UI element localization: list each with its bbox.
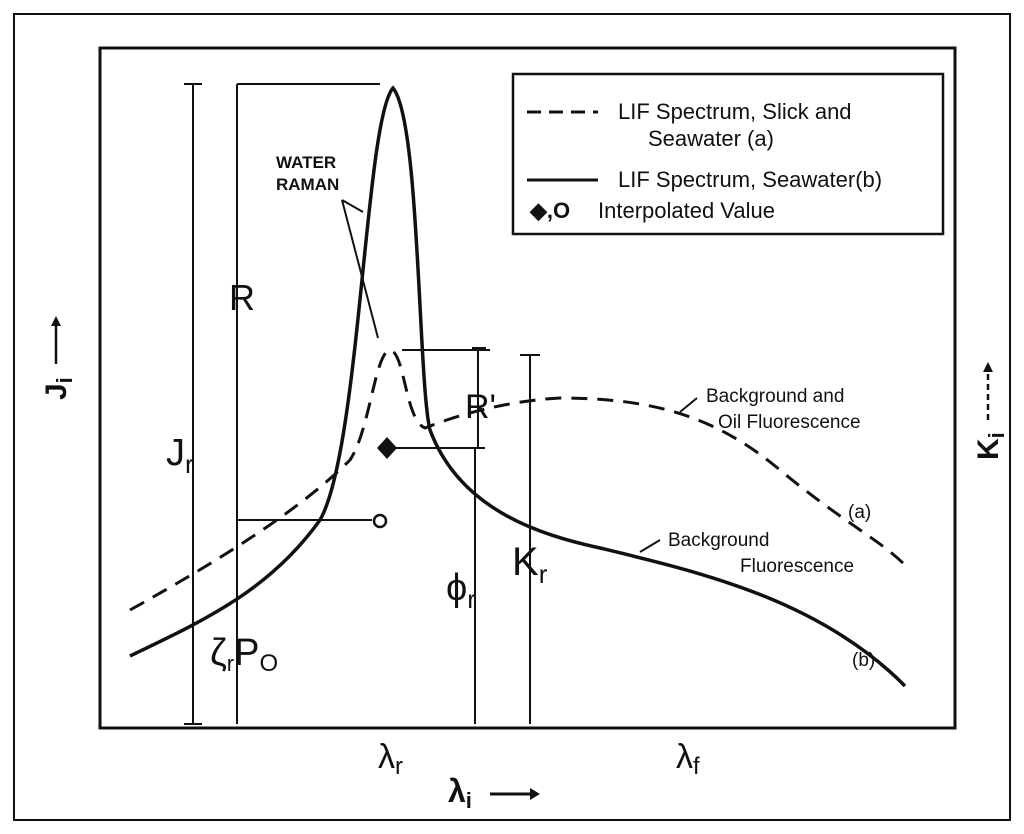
- interpolated-diamond-marker: [377, 437, 397, 459]
- x-axis-label: λi: [448, 773, 540, 813]
- jr-label-sub: r: [185, 449, 194, 479]
- bg-oil-leader: [679, 397, 698, 413]
- x-main: λ: [448, 773, 466, 809]
- x-sub: i: [466, 788, 472, 813]
- bg-label-line1: Background: [668, 530, 769, 551]
- curve-b-solid: [129, 85, 907, 688]
- zeta-p-label: ζrPO: [210, 632, 278, 677]
- water-raman-label-line2: RAMAN: [276, 175, 339, 194]
- legend-marker-symbols: ◆,O: [529, 198, 570, 223]
- zeta-sub: r: [227, 651, 234, 676]
- bg-oil-label-line2: Oil Fluorescence: [718, 412, 861, 433]
- kr-label-main: K: [512, 540, 539, 584]
- y-left-main: J: [40, 383, 73, 400]
- r-label: R: [229, 277, 255, 318]
- tick-lambda-f-main: λ: [676, 738, 693, 776]
- tick-lambda-f-sub: f: [693, 753, 700, 780]
- p-sub: O: [259, 650, 278, 677]
- kr-label: Kr: [512, 540, 548, 589]
- phi-r-label-sub: r: [467, 584, 476, 614]
- bg-label-line2: Fluorescence: [740, 556, 854, 577]
- tick-lambda-r-main: λ: [378, 738, 395, 776]
- curve-b-label: (b): [852, 650, 875, 671]
- p-main: P: [234, 632, 259, 674]
- tick-lambda-r: λr: [378, 738, 403, 780]
- y-left-sub: i: [52, 377, 77, 383]
- y-axis-right-label: Ki: [972, 362, 1009, 460]
- interpolated-open-circle-marker: [372, 513, 388, 529]
- y-right-main: K: [972, 438, 1005, 460]
- water-raman-label-line1: WATER: [276, 153, 336, 172]
- curve-a-dashed: [129, 348, 907, 612]
- phi-r-label: ϕr: [446, 567, 476, 614]
- y-right-sub: i: [984, 432, 1009, 438]
- svg-text:λi: λi: [448, 773, 472, 813]
- y-axis-left-label: Ji: [40, 316, 77, 400]
- zeta-main: ζ: [210, 632, 227, 674]
- legend-box: [511, 72, 945, 236]
- outer-frame: [13, 13, 1011, 821]
- legend-solid-label: LIF Spectrum, Seawater(b): [618, 167, 882, 192]
- curve-a-label: (a): [848, 502, 871, 523]
- svg-text:Ki: Ki: [972, 432, 1009, 460]
- legend-marker-label: Interpolated Value: [598, 198, 775, 223]
- legend-dashed-label-line2: Seawater (a): [648, 126, 774, 151]
- kr-bar: [520, 354, 540, 724]
- phi-r-label-main: ϕ: [446, 567, 467, 609]
- jr-label-main: J: [166, 432, 185, 474]
- tick-lambda-r-sub: r: [395, 753, 403, 780]
- jr-label: Jr: [166, 432, 194, 479]
- legend-dashed-label-line1: LIF Spectrum, Slick and: [618, 99, 852, 124]
- jr-bar: [184, 83, 202, 725]
- tick-lambda-f: λf: [676, 738, 700, 780]
- bg-oil-label-line1: Background and: [706, 386, 844, 407]
- water-raman-pointer-a: [341, 199, 379, 339]
- kr-label-sub: r: [539, 559, 548, 589]
- plot-frame: [98, 46, 957, 730]
- r-bar: [236, 83, 380, 724]
- r-prime-bar: [402, 347, 490, 448]
- r-prime-label: R': [465, 388, 496, 426]
- svg-text:Ji: Ji: [40, 377, 77, 400]
- water-raman-pointer-b: [341, 199, 364, 213]
- bg-leader: [639, 539, 661, 553]
